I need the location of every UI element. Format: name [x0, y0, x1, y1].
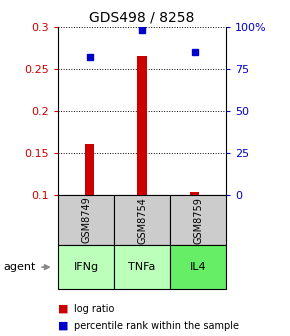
Text: IL4: IL4 [190, 262, 206, 272]
Text: log ratio: log ratio [74, 304, 114, 314]
Text: ■: ■ [58, 304, 68, 314]
Text: GSM8754: GSM8754 [137, 197, 147, 244]
Text: TNFa: TNFa [128, 262, 156, 272]
Text: GSM8749: GSM8749 [81, 197, 91, 244]
Text: IFNg: IFNg [73, 262, 99, 272]
Text: GSM8759: GSM8759 [193, 197, 203, 244]
Text: ■: ■ [58, 321, 68, 331]
Bar [85, 144, 94, 195]
Bar [137, 56, 147, 195]
Bar [190, 192, 200, 195]
Text: agent: agent [3, 262, 35, 272]
Text: percentile rank within the sample: percentile rank within the sample [74, 321, 239, 331]
Title: GDS498 / 8258: GDS498 / 8258 [89, 10, 195, 24]
